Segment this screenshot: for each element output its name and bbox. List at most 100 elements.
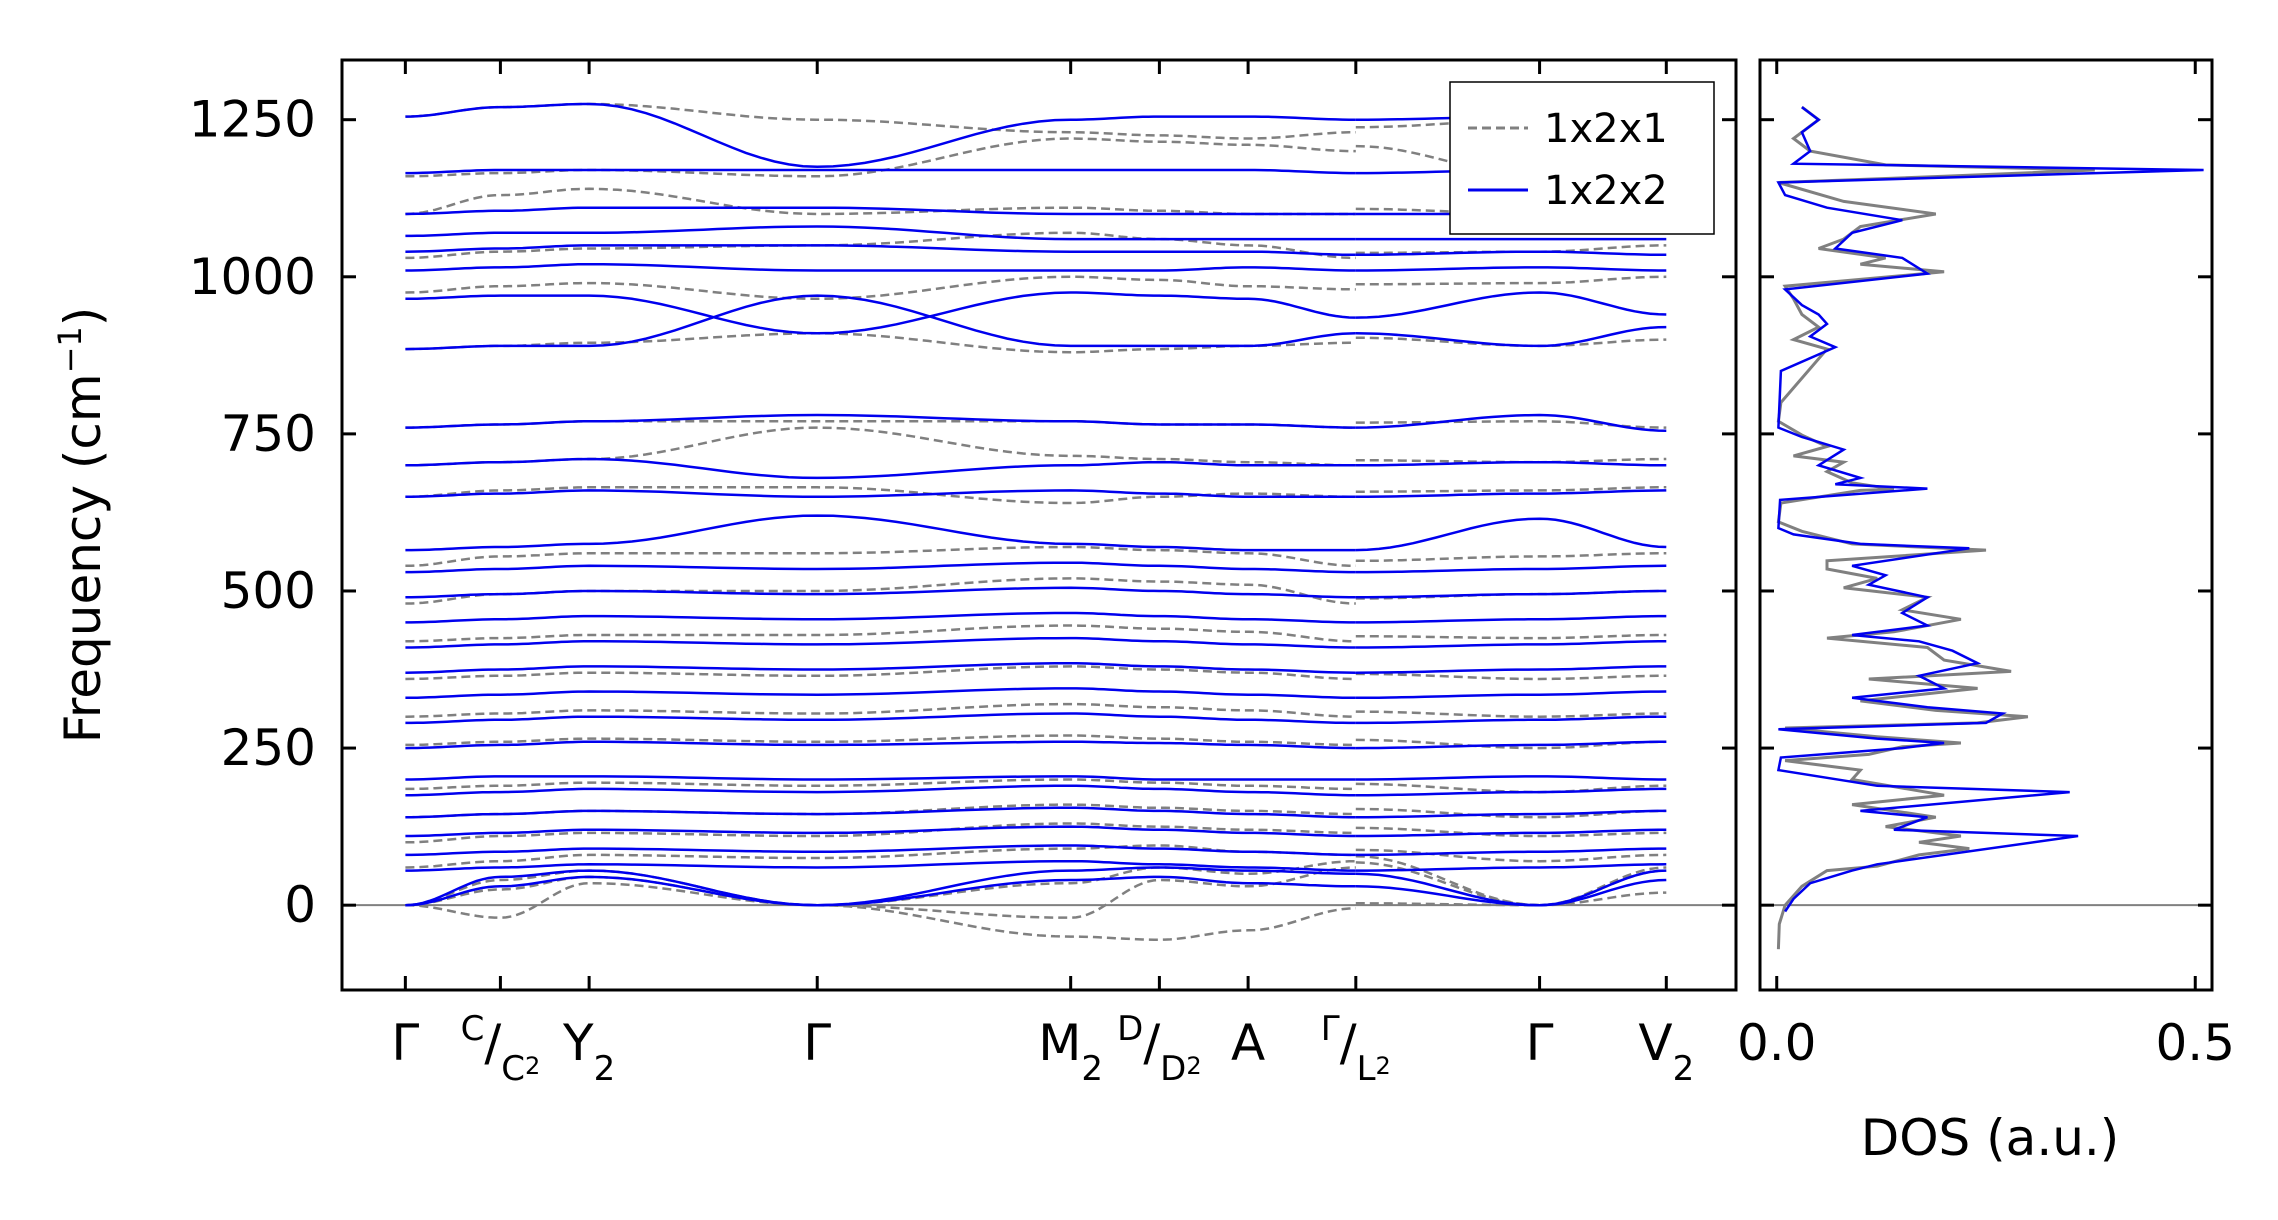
- band-1x2x2-2-seg1: [1355, 863, 1667, 872]
- band-1x2x2-14-seg0: [405, 586, 1356, 599]
- legend: 1x2x1 1x2x2: [1449, 81, 1715, 235]
- x-tick-label-9: V2: [1638, 1014, 1694, 1089]
- dos-curve-1x2x1: [1776, 105, 2095, 950]
- x-tick-label-4: M2: [1038, 1014, 1103, 1089]
- y-tick-label-1250: 1250: [189, 91, 316, 149]
- band-1x2x2-2-seg0: [405, 859, 1356, 872]
- band-1x2x2-22-seg1: [1355, 266, 1667, 272]
- band-1x2x2-12-seg1: [1355, 640, 1667, 649]
- band-1x2x2-7-seg1: [1355, 775, 1667, 781]
- band-1x2x2-8-seg0: [405, 740, 1356, 750]
- y-axis-label-superscript: −1: [51, 326, 89, 373]
- dos-y-ticks: [1760, 118, 2212, 907]
- band-1x2x1-2-seg0: [405, 859, 1356, 907]
- band-1x2x2-0-seg0: [405, 875, 1356, 907]
- band-1x2x1-20-seg0: [405, 137, 1356, 178]
- y-tick-label-500: 500: [221, 562, 316, 620]
- band-x-ticks: Γ C/C2 Y2 Γ M2D/D2 A Γ/L2 Γ V2: [391, 60, 1694, 1089]
- band-1x2x2-1-seg1: [1355, 869, 1667, 907]
- band-1x2x1-10-seg1: [1355, 633, 1667, 640]
- y-tick-label-750: 750: [221, 405, 316, 463]
- legend-label-1x2x1: 1x2x1: [1544, 106, 1668, 152]
- band-1x2x2-4-seg1: [1355, 828, 1667, 838]
- band-lines: [342, 102, 1736, 941]
- band-1x2x2-21-seg1: [1355, 291, 1667, 319]
- x-tick-label-0: Γ: [391, 1014, 419, 1072]
- band-1x2x2-4-seg0: [405, 825, 1356, 838]
- band-1x2x1-6-seg0: [405, 778, 1356, 791]
- band-1x2x2-5-seg0: [405, 806, 1356, 819]
- band-y-ticks: 0 250 500 750 1000 1250: [189, 91, 1736, 934]
- band-1x2x2-24-seg0: [405, 225, 1356, 241]
- band-1x2x1-7-seg0: [405, 734, 1356, 747]
- y-axis-label: Frequency (cm−1): [51, 307, 112, 744]
- band-1x2x2-12-seg0: [405, 636, 1356, 649]
- dos-x-tick-label-0: 0.0: [1737, 1014, 1817, 1072]
- band-1x2x1-14-seg0: [405, 426, 1356, 467]
- band-1x2x2-13-seg1: [1355, 614, 1667, 624]
- band-1x2x2-22-seg0: [405, 262, 1356, 272]
- band-1x2x2-19-seg0: [405, 413, 1356, 429]
- band-1x2x1-12-seg0: [405, 545, 1356, 568]
- band-1x2x1-8-seg1: [1355, 710, 1667, 718]
- legend-label-1x2x2: 1x2x2: [1544, 168, 1668, 214]
- band-1x2x2-20-seg1: [1355, 325, 1667, 348]
- band-1x2x2-14-seg1: [1355, 589, 1667, 599]
- band-1x2x2-16-seg0: [405, 514, 1356, 552]
- x-tick-label-6: A: [1231, 1014, 1265, 1072]
- band-1x2x2-3-seg0: [405, 844, 1356, 857]
- band-plot-frame: [340, 58, 1738, 992]
- legend-box: [1449, 81, 1715, 235]
- band-1x2x1-3-seg1: [1355, 848, 1667, 863]
- band-1x2x2-3-seg1: [1355, 847, 1667, 857]
- band-1x2x2-25-seg0: [405, 206, 1356, 216]
- dos-x-axis-label: DOS (a.u.): [1861, 1109, 2120, 1167]
- band-1x2x2-6-seg1: [1355, 787, 1667, 797]
- dos-x-ticks: 0.0 0.5: [1737, 60, 2235, 1072]
- band-1x2x2-11-seg1: [1355, 665, 1667, 674]
- y-tick-label-1000: 1000: [189, 248, 316, 306]
- band-1x2x2-15-seg0: [405, 561, 1356, 574]
- band-1x2x1-17-seg1: [1355, 275, 1667, 286]
- dos-lines: [1760, 105, 2212, 950]
- band-1x2x2-9-seg1: [1355, 715, 1667, 725]
- band-structure-panel: 0 250 500 750 1000 1250 Γ C/C2 Y2 Γ M2D/D2 A Γ/L2 Γ V…: [51, 58, 1738, 1089]
- dos-panel: 0.0 0.5 DOS (a.u.): [1737, 58, 2235, 1167]
- band-1x2x2-6-seg0: [405, 784, 1356, 797]
- y-tick-label-250: 250: [221, 719, 316, 777]
- dos-curve-1x2x2: [1776, 106, 2204, 913]
- band-1x2x2-20-seg0: [405, 294, 1356, 351]
- band-1x2x2-17-seg0: [405, 489, 1356, 498]
- band-1x2x1-17-seg0: [405, 275, 1356, 301]
- x-tick-label-3: Γ: [803, 1014, 831, 1072]
- band-1x2x2-23-seg1: [1355, 250, 1667, 257]
- band-1x2x1-4-seg1: [1355, 826, 1667, 838]
- band-1x2x2-18-seg0: [405, 457, 1356, 480]
- band-1x2x2-13-seg0: [405, 611, 1356, 624]
- band-1x2x1-11-seg0: [405, 577, 1356, 605]
- dos-x-tick-label-1: 0.5: [2155, 1014, 2235, 1072]
- band-1x2x1-1-seg0: [405, 866, 1356, 919]
- x-tick-label-5: D/D2: [1117, 1009, 1202, 1089]
- band-1x2x2-1-seg0: [405, 866, 1356, 907]
- x-tick-label-2: Y2: [562, 1014, 615, 1089]
- band-1x2x2-10-seg0: [405, 687, 1356, 700]
- band-1x2x2-27-seg0: [405, 102, 1356, 169]
- band-1x2x2-21-seg0: [405, 291, 1356, 335]
- band-1x2x1-9-seg0: [405, 665, 1356, 681]
- band-1x2x2-11-seg0: [405, 661, 1356, 674]
- band-1x2x2-18-seg1: [1355, 460, 1667, 467]
- band-1x2x1-18-seg0: [405, 231, 1356, 260]
- band-1x2x2-26-seg0: [405, 168, 1356, 175]
- band-1x2x1-13-seg0: [405, 486, 1356, 505]
- band-1x2x1-5-seg0: [405, 803, 1356, 819]
- band-1x2x2-19-seg1: [1355, 413, 1667, 432]
- band-1x2x1-0-seg0: [405, 881, 1356, 941]
- band-1x2x2-7-seg0: [405, 775, 1356, 781]
- band-1x2x1-9-seg1: [1355, 672, 1667, 681]
- band-1x2x2-10-seg1: [1355, 690, 1667, 700]
- band-1x2x1-21-seg0: [405, 102, 1356, 140]
- x-tick-label-1: C/C2: [461, 1009, 541, 1089]
- x-tick-label-7: Γ/L2: [1321, 1009, 1391, 1089]
